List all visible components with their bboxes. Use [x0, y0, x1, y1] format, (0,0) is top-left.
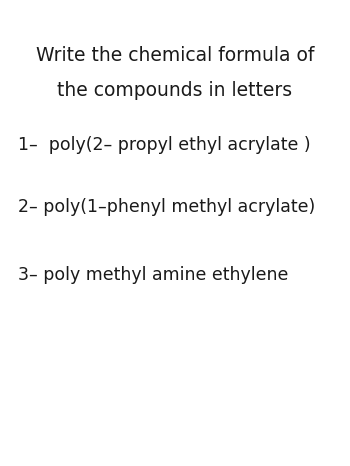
Text: 1–  poly(2– propyl ethyl acrylate ): 1– poly(2– propyl ethyl acrylate ): [18, 136, 311, 154]
Text: Write the chemical formula of: Write the chemical formula of: [36, 46, 314, 65]
Text: the compounds in letters: the compounds in letters: [57, 81, 293, 100]
Text: 2– poly(1–phenyl methyl acrylate): 2– poly(1–phenyl methyl acrylate): [18, 198, 315, 216]
Text: 3– poly methyl amine ethylene: 3– poly methyl amine ethylene: [18, 266, 288, 284]
